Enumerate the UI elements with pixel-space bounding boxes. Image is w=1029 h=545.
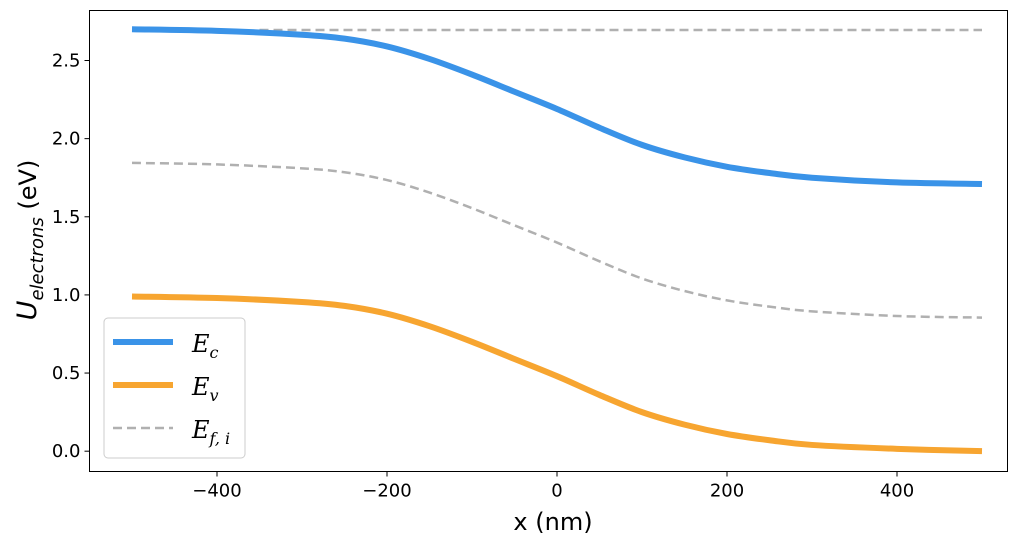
y-axis-ticks: 0.0 0.5 1.0 1.5 2.0 2.5: [52, 51, 90, 462]
plot-frame: [89, 10, 1008, 472]
legend-label-ev: Ev: [191, 373, 219, 405]
x-tick-label: 400: [880, 481, 914, 502]
y-tick-label: 1.0: [52, 285, 81, 306]
legend-box: [103, 317, 246, 459]
legend-label-ev-main: E: [191, 373, 210, 401]
legend-label-ec-main: E: [191, 330, 210, 358]
x-tick-label: 200: [710, 481, 744, 502]
y-tick-label: 0.5: [52, 363, 81, 384]
legend-label-ec: Ec: [191, 330, 219, 362]
x-tick-label: 0: [551, 481, 562, 502]
legend-label-efi-sub: f, i: [209, 429, 231, 448]
plot-lines: [131, 26, 983, 455]
y-axis-label-main: U: [12, 300, 43, 320]
legend-label-ev-sub: v: [210, 386, 219, 405]
y-tick-label: 1.5: [52, 207, 81, 228]
legend-label-ec-sub: c: [210, 343, 219, 362]
y-tick-label: 0.0: [52, 441, 81, 462]
series-line-ev: [131, 293, 983, 455]
x-axis-ticks: −400 −200 0 200 400: [192, 471, 914, 502]
legend-label-efi-main: E: [191, 416, 210, 444]
legend-label-efi: Ef, i: [191, 416, 230, 448]
x-tick-label: −400: [192, 481, 241, 502]
y-axis-label-unit: (eV): [14, 160, 42, 218]
y-tick-label: 2.5: [52, 51, 81, 72]
y-axis-label-sub: electrons: [27, 217, 48, 300]
x-axis-label: x (nm): [513, 508, 592, 536]
series-line-ec: [131, 26, 983, 187]
series-line-efi: [131, 161, 983, 319]
y-axis-label: Uelectrons (eV): [12, 160, 48, 321]
x-tick-label: −200: [362, 481, 411, 502]
legend: Ec Ev Ef, i: [103, 317, 246, 459]
y-tick-label: 2.0: [52, 129, 81, 150]
